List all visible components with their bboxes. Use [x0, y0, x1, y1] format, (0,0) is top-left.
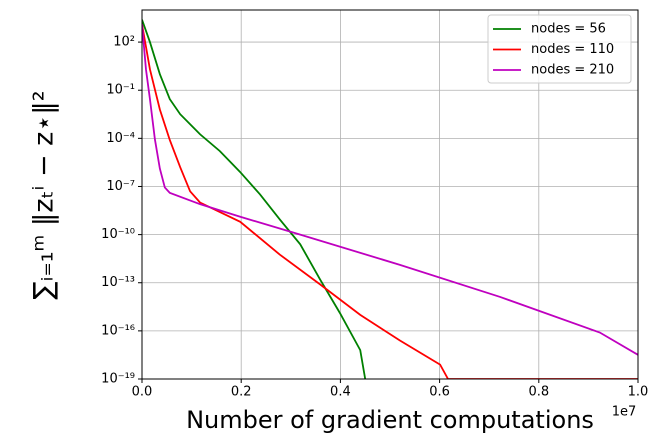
x-offset-label: 1e7 [612, 405, 637, 420]
y-tick-label: 10⁻¹⁰ [101, 227, 135, 242]
y-tick-label: 10⁻⁷ [106, 179, 135, 194]
series-line [142, 24, 638, 356]
x-tick-label: 0.0 [132, 385, 153, 400]
x-tick-label: 1.0 [628, 385, 649, 400]
y-axis-label: ∑ᵢ₌₁ᵐ ‖zₜⁱ − z⋆‖² [29, 90, 60, 299]
y-tick-label: 10⁻¹³ [101, 275, 135, 290]
legend-label: nodes = 110 [531, 42, 614, 57]
y-tick-label: 10² [113, 35, 135, 50]
legend: nodes = 56 nodes = 110 nodes = 210 [487, 14, 632, 84]
y-tick-label: 10⁻¹⁹ [101, 372, 135, 387]
legend-label: nodes = 210 [531, 63, 614, 78]
x-tick-label: 0.6 [429, 385, 450, 400]
series-line [142, 24, 638, 379]
x-axis-label: Number of gradient computations [186, 406, 594, 434]
y-tick-label: 10⁻¹⁶ [101, 323, 135, 338]
plot-frame [141, 9, 639, 380]
x-tick-label: 0.4 [330, 385, 351, 400]
series-line [142, 19, 367, 379]
lines [142, 19, 638, 379]
y-tick-label: 10⁻⁴ [106, 131, 135, 146]
x-tick-label: 0.8 [528, 385, 549, 400]
x-tick-label: 0.2 [231, 385, 252, 400]
legend-box [487, 14, 632, 84]
legend-label: nodes = 56 [531, 22, 606, 37]
y-tick-label: 10⁻¹ [106, 83, 135, 98]
